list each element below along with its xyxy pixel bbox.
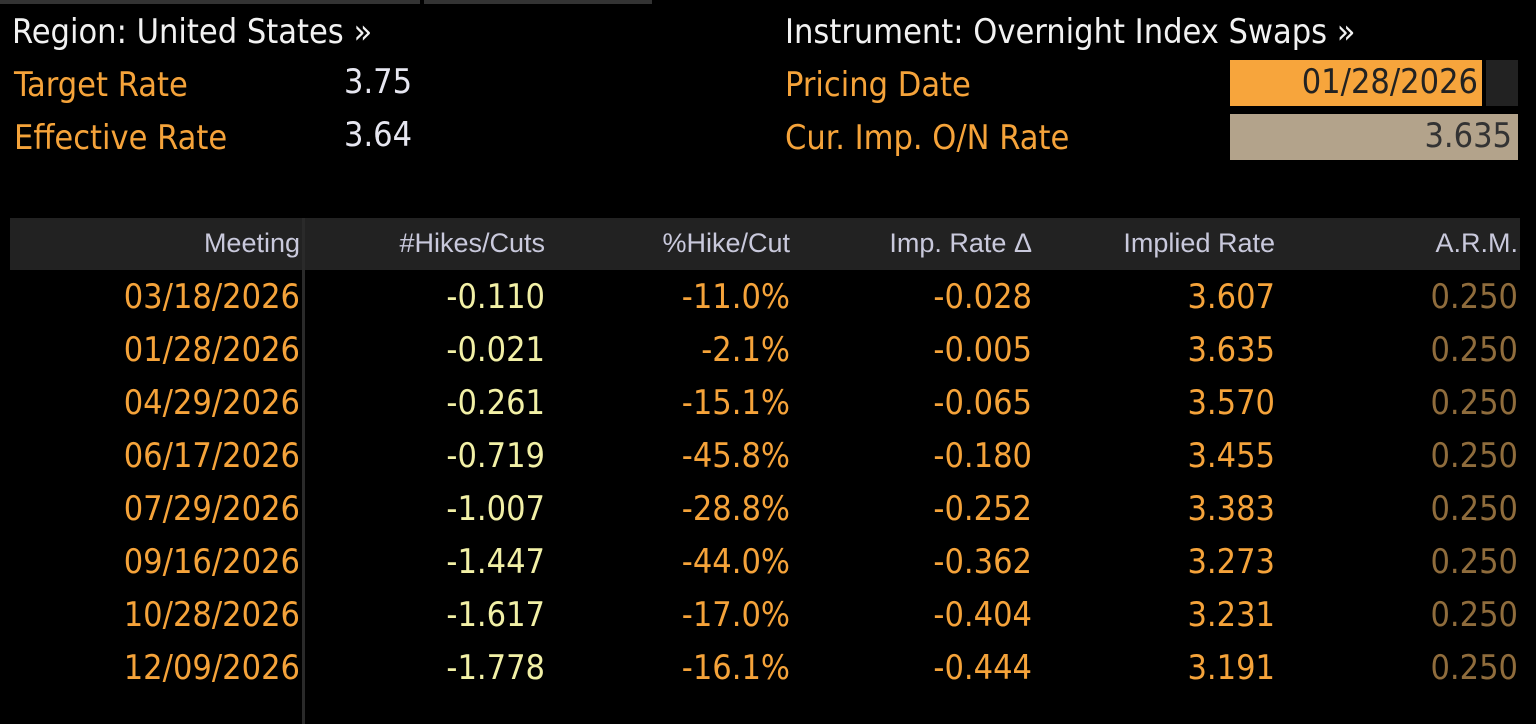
cell: -1.617 <box>446 595 545 635</box>
cell: -0.180 <box>933 436 1032 476</box>
cell: -2.1% <box>701 330 790 370</box>
cell: -0.444 <box>933 648 1032 688</box>
column-header[interactable]: #Hikes/Cuts <box>399 228 545 258</box>
cell: 0.250 <box>1430 277 1518 317</box>
cell: -0.404 <box>933 595 1032 635</box>
date-value[interactable]: 01/28/2026 <box>1301 62 1478 102</box>
cell: 3.273 <box>1187 542 1275 582</box>
cell: 0.250 <box>1430 489 1518 529</box>
table-header <box>10 218 1520 270</box>
cell: -1.447 <box>446 542 545 582</box>
cell: -0.261 <box>446 383 545 423</box>
column-header[interactable]: Imp. Rate Δ <box>889 228 1032 258</box>
meeting-date: 10/28/2026 <box>123 595 300 635</box>
cell: 3.191 <box>1187 648 1275 688</box>
cell: 0.250 <box>1430 648 1518 688</box>
cell: 3.455 <box>1187 436 1275 476</box>
label: Target Rate <box>14 65 188 105</box>
meeting-date: 09/16/2026 <box>123 542 300 582</box>
rate-field <box>1230 114 1518 160</box>
label: Pricing Date <box>785 65 971 105</box>
calendar-button[interactable] <box>1486 60 1518 106</box>
cell: -0.021 <box>446 330 545 370</box>
cell: 3.607 <box>1187 277 1275 317</box>
date-field[interactable] <box>1230 60 1482 106</box>
tab[interactable] <box>0 0 420 4</box>
column-header[interactable]: %Hike/Cut <box>662 228 790 258</box>
cell: -0.065 <box>933 383 1032 423</box>
meeting-date: 07/29/2026 <box>123 489 300 529</box>
column-header[interactable]: Implied Rate <box>1123 228 1275 258</box>
label: Cur. Imp. O/N Rate <box>785 118 1070 158</box>
value: 3.64 <box>344 115 413 155</box>
cell: 3.635 <box>1187 330 1275 370</box>
meeting-date: 04/29/2026 <box>123 383 300 423</box>
cell: 3.570 <box>1187 383 1275 423</box>
meeting-date: 06/17/2026 <box>123 436 300 476</box>
rate-value: 3.635 <box>1424 116 1512 156</box>
cell: -17.0% <box>681 595 790 635</box>
cell: 0.250 <box>1430 595 1518 635</box>
cell: 0.250 <box>1430 330 1518 370</box>
region[interactable]: Region: United States » <box>12 12 373 52</box>
cell: 0.250 <box>1430 436 1518 476</box>
tab[interactable] <box>424 0 652 4</box>
cell: -1.778 <box>446 648 545 688</box>
label: Effective Rate <box>14 118 228 158</box>
meeting-date: 01/28/2026 <box>123 330 300 370</box>
cell: -16.1% <box>681 648 790 688</box>
cell: -15.1% <box>681 383 790 423</box>
cell: 0.250 <box>1430 383 1518 423</box>
cell: -45.8% <box>681 436 790 476</box>
cell: -11.0% <box>681 277 790 317</box>
cell: -0.028 <box>933 277 1032 317</box>
column-header[interactable]: A.R.M. <box>1435 228 1518 258</box>
cell: 0.250 <box>1430 542 1518 582</box>
cell: 3.383 <box>1187 489 1275 529</box>
cell: -28.8% <box>681 489 790 529</box>
cell: -0.362 <box>933 542 1032 582</box>
cell: -0.719 <box>446 436 545 476</box>
cell: -44.0% <box>681 542 790 582</box>
cell: 3.231 <box>1187 595 1275 635</box>
cell: -1.007 <box>446 489 545 529</box>
column-header[interactable]: Meeting <box>203 228 300 258</box>
instrument[interactable]: Instrument: Overnight Index Swaps » <box>785 12 1356 52</box>
cell: -0.005 <box>933 330 1032 370</box>
cell: -0.110 <box>446 277 545 317</box>
value: 3.75 <box>344 62 413 102</box>
cell: -0.252 <box>933 489 1032 529</box>
meeting-date: 12/09/2026 <box>123 648 300 688</box>
meeting-date: 03/18/2026 <box>123 277 300 317</box>
separator <box>302 218 305 724</box>
